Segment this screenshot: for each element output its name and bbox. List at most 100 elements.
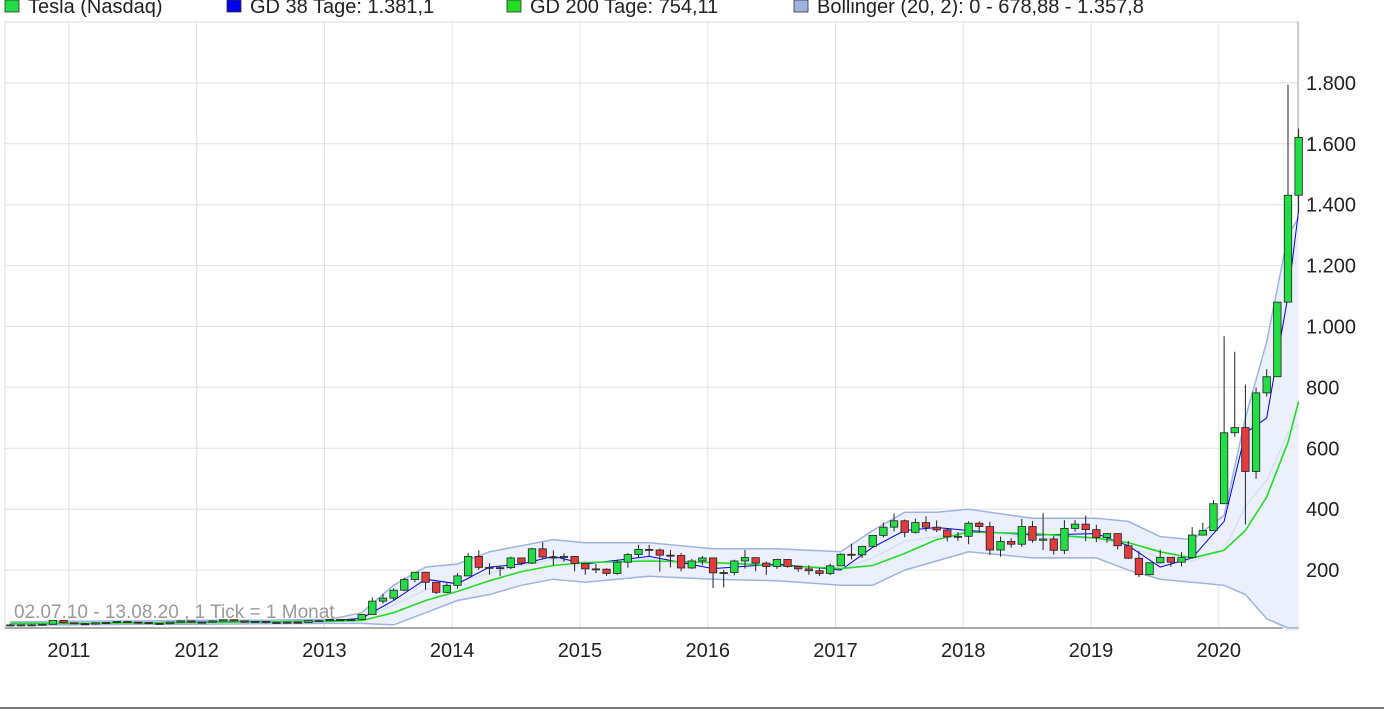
candle — [772, 558, 782, 569]
legend-swatch — [793, 0, 809, 13]
candle — [421, 571, 430, 590]
bollinger-upper — [10, 217, 1300, 623]
y-tick-label: 1.200 — [1306, 256, 1356, 278]
candle — [804, 565, 813, 575]
y-tick-label: 800 — [1306, 377, 1339, 399]
y-tick-label: 1.800 — [1306, 73, 1356, 95]
candle — [495, 566, 505, 577]
candle-body — [804, 568, 813, 572]
candle-body — [836, 553, 845, 567]
candle-body — [1113, 533, 1122, 547]
candle — [953, 532, 963, 541]
candle — [943, 528, 952, 542]
candle — [1038, 513, 1048, 551]
candle-body — [16, 624, 26, 627]
candle — [751, 557, 760, 572]
candle — [634, 544, 643, 558]
candle-body — [70, 622, 79, 625]
candle — [464, 553, 473, 577]
x-tick-label: 2013 — [302, 640, 347, 662]
candle — [1166, 556, 1175, 567]
candle-body — [1262, 376, 1271, 394]
candle — [868, 534, 877, 547]
candle-body — [421, 571, 430, 583]
candle — [783, 559, 792, 568]
candle — [1070, 519, 1080, 532]
candle-body — [730, 560, 739, 573]
candle — [570, 555, 579, 572]
candle — [538, 542, 547, 560]
candle — [911, 518, 920, 534]
candle — [1102, 532, 1112, 543]
candle-body — [1102, 533, 1112, 538]
candle-body — [1209, 503, 1218, 531]
candle — [485, 563, 494, 575]
candle-body — [719, 572, 728, 574]
candle — [506, 556, 515, 570]
candle — [1060, 520, 1069, 554]
candle — [1081, 515, 1090, 542]
candle — [80, 623, 89, 626]
candle — [666, 550, 675, 568]
candle — [144, 622, 153, 625]
candle — [91, 622, 100, 625]
candle-body — [740, 557, 750, 562]
candle-body — [293, 621, 302, 624]
candle-body — [1241, 427, 1250, 472]
candle-body — [474, 555, 483, 568]
candle-body — [144, 622, 153, 624]
candle-body — [48, 619, 58, 625]
candle — [719, 569, 728, 588]
candle-body — [453, 575, 462, 586]
candle — [730, 559, 739, 576]
candle-body — [1092, 529, 1101, 538]
candle-body — [549, 556, 558, 559]
candle — [1124, 540, 1133, 560]
candle — [197, 621, 207, 624]
candle-body — [1081, 523, 1090, 531]
candle — [59, 619, 68, 624]
candle-body — [964, 522, 973, 537]
annotation: 02.07.10 - 13.08.20 , 1 Tick = 1 Monat — [14, 602, 335, 623]
y-tick-label: 1.600 — [1306, 134, 1356, 156]
candle-body — [698, 557, 707, 562]
candle-body — [389, 589, 398, 599]
candle-body — [826, 565, 835, 574]
candle — [889, 513, 899, 532]
candle-body — [506, 557, 515, 569]
candle — [283, 621, 292, 624]
candle — [794, 566, 803, 572]
candle — [975, 521, 984, 533]
candle — [698, 556, 707, 566]
candle — [1028, 521, 1037, 543]
candle-body — [1156, 556, 1165, 564]
candle-body — [80, 623, 89, 626]
candle — [836, 553, 845, 567]
candle-body — [975, 522, 984, 527]
candle-body — [815, 570, 824, 574]
candle-body — [527, 548, 537, 564]
candle — [410, 571, 420, 583]
candle — [1049, 535, 1058, 555]
candle-body — [581, 563, 590, 570]
candle-body — [176, 620, 185, 623]
legend-swatch — [4, 0, 20, 13]
candle-body — [953, 535, 963, 538]
candle — [453, 573, 462, 589]
legend-swatch — [226, 0, 242, 13]
candle — [815, 567, 824, 576]
candle-body — [1017, 526, 1026, 545]
candle — [38, 623, 47, 626]
candle — [1017, 518, 1026, 547]
candle — [645, 544, 654, 557]
candle-body — [1166, 556, 1175, 563]
candle-body — [889, 520, 899, 528]
candle — [847, 543, 856, 560]
candle-body — [240, 620, 249, 623]
x-tick-label: 2012 — [174, 640, 219, 662]
candle-body — [336, 619, 345, 621]
candle — [378, 593, 388, 604]
candle-body — [304, 620, 313, 623]
candle-body — [1038, 538, 1048, 541]
candle-body — [1251, 392, 1261, 472]
